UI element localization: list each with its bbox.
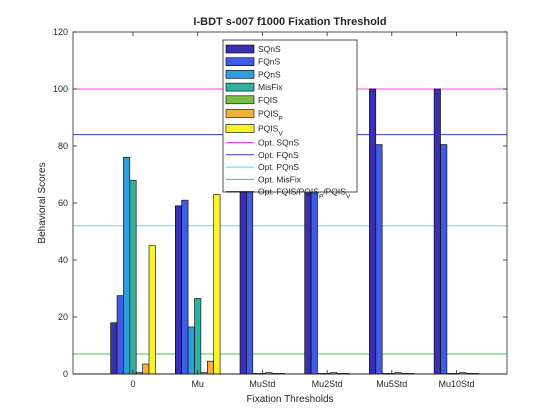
legend-ref-label-1: Opt. FQnS <box>258 150 299 160</box>
bar-1-5 <box>207 360 215 375</box>
x-tick-label-4: Mu5Std <box>376 379 407 389</box>
legend-swatch-4 <box>225 95 255 105</box>
legend-ref-label-4: Opt. FQIS/PQISP/PQISV <box>258 187 351 201</box>
bar-1-1 <box>181 199 189 375</box>
y-tick-label-0: 0 <box>63 369 68 379</box>
legend-swatch-0 <box>225 44 255 54</box>
legend-swatch-1 <box>225 57 255 67</box>
y-tick-label-2: 40 <box>58 255 68 265</box>
legend-swatch-2 <box>225 70 255 79</box>
legend-ref-label-2: Opt. PQnS <box>258 162 299 172</box>
bar-0-3 <box>129 179 137 375</box>
legend-label-2: PQnS <box>258 69 281 79</box>
bar-3-0 <box>304 191 312 375</box>
legend-label-5: PQISP <box>258 109 283 123</box>
bar-0-6 <box>148 245 156 375</box>
bars <box>110 88 480 375</box>
legend-label-6: PQISV <box>258 124 283 138</box>
y-tick-label-6: 120 <box>53 27 68 37</box>
bar-4-0 <box>369 88 377 375</box>
legend-swatch-3 <box>225 82 255 92</box>
x-tick-label-2: MuStd <box>249 379 275 389</box>
bar-5-0 <box>433 88 441 375</box>
y-tick-label-3: 60 <box>58 198 68 208</box>
legend-swatch-6 <box>225 124 255 133</box>
bar-1-2 <box>187 326 195 375</box>
chart-title: I-BDT s-007 f1000 Fixation Threshold <box>193 16 386 28</box>
axes: 0 20 40 60 80 100 120 0 Mu MuStd Mu2Std Mu5Std Mu10S… <box>53 27 508 389</box>
bar-0-0 <box>110 322 118 375</box>
x-tick-label-5: Mu10Std <box>438 379 474 389</box>
x-tick-label-3: Mu2Std <box>312 379 343 389</box>
bar-0-1 <box>116 295 124 375</box>
legend-swatch-5 <box>225 109 255 118</box>
y-tick-label-1: 20 <box>58 312 68 322</box>
bar-0-2 <box>123 157 131 375</box>
x-tick-label-0: 0 <box>130 379 135 389</box>
bar-3-1 <box>310 191 318 375</box>
bar-5-1 <box>440 144 448 375</box>
legend-label-1: FQnS <box>258 57 281 67</box>
bar-1-6 <box>213 194 221 375</box>
bar-0-5 <box>142 363 150 375</box>
legend-ref-label-0: Opt. SQnS <box>258 138 299 148</box>
bar-1-0 <box>175 205 183 375</box>
y-tick-label-5: 100 <box>53 84 68 94</box>
x-tick-label-1: Mu <box>191 379 204 389</box>
bar-2-0 <box>239 191 247 375</box>
y-axis-label: Behavioral Scores <box>37 162 48 243</box>
y-tick-label-4: 80 <box>58 141 68 151</box>
legend-label-4: FQIS <box>258 95 278 105</box>
bar-1-3 <box>194 298 202 375</box>
legend-label-0: SQnS <box>258 44 281 54</box>
legend-ref-label-3: Opt. MisFix <box>258 174 302 184</box>
bar-2-1 <box>246 191 254 375</box>
bar-4-1 <box>375 144 383 375</box>
legend-label-3: MisFix <box>258 82 283 92</box>
x-axis-label: Fixation Thresholds <box>246 394 333 405</box>
